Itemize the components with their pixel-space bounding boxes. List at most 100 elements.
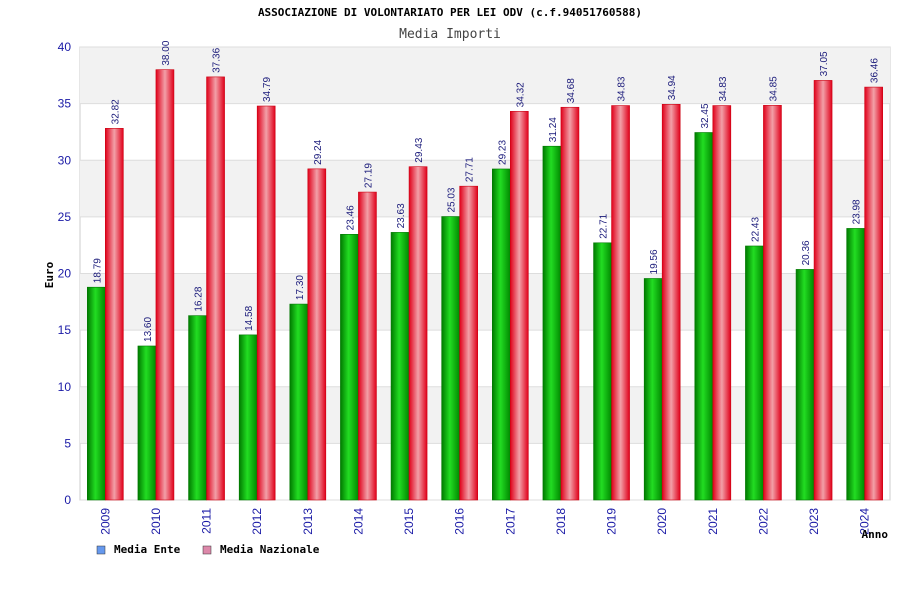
x-tick-label: 2019 [605, 508, 619, 535]
bar-media-ente [745, 245, 764, 501]
data-label: 34.85 [768, 76, 779, 101]
x-tick-label: 2015 [402, 508, 416, 535]
bar-media-nazionale [408, 166, 428, 501]
bar-media-ente [441, 216, 460, 501]
chart-title: ASSOCIAZIONE DI VOLONTARIATO PER LEI ODV… [258, 6, 642, 19]
data-label: 22.43 [750, 217, 761, 242]
x-axis-label: Anno [862, 528, 889, 541]
bar-media-nazionale [712, 105, 732, 501]
x-tick-label: 2010 [149, 508, 163, 535]
bar-media-ente [289, 303, 309, 501]
bar-media-nazionale [358, 191, 377, 501]
x-tick-label: 2012 [250, 508, 264, 535]
data-label: 34.94 [667, 75, 678, 100]
data-label: 13.60 [143, 317, 154, 342]
bar-media-nazionale [206, 76, 225, 501]
data-label: 34.83 [617, 76, 628, 101]
bar-media-nazionale [611, 105, 630, 501]
y-tick-label: 20 [58, 267, 72, 281]
data-label: 32.82 [110, 99, 121, 124]
legend-swatch-media-nazionale [202, 545, 212, 555]
x-tick-label: 2016 [453, 508, 467, 535]
x-axis: 2009 2010 2011 2012 2013 2014 2015 2016 2017 2018… [98, 508, 871, 535]
data-label: 34.32 [515, 82, 526, 107]
bar-media-nazionale [256, 105, 276, 501]
data-label: 29.43 [414, 137, 425, 162]
data-label: 29.23 [497, 140, 508, 165]
y-tick-label: 40 [58, 40, 72, 54]
data-label: 31.24 [548, 117, 559, 142]
bar-media-nazionale [105, 128, 124, 501]
y-axis: 0 5 10 15 20 25 30 35 40 [58, 40, 72, 507]
data-label: 32.45 [700, 103, 711, 128]
bar-media-ente [87, 286, 106, 501]
bar-media-nazionale [560, 106, 580, 501]
bar-media-ente [340, 234, 359, 501]
x-tick-label: 2022 [756, 508, 770, 535]
bar-media-ente [492, 168, 511, 501]
bar-media-nazionale [459, 185, 478, 501]
data-label: 34.68 [566, 78, 577, 103]
bar-media-ente [846, 228, 865, 501]
bar-media-nazionale [155, 69, 175, 501]
bar-media-ente [593, 242, 612, 501]
data-label: 18.79 [92, 258, 103, 283]
data-labels: 18.79 32.82 13.60 38.00 16.28 37.36 14.58 34.79… [92, 40, 880, 342]
y-tick-label: 5 [64, 436, 71, 450]
data-label: 23.98 [852, 199, 863, 224]
bar-media-nazionale [864, 86, 883, 501]
bar-media-ente [390, 232, 410, 501]
bar-media-ente [643, 278, 663, 501]
x-tick-label: 2009 [98, 508, 112, 535]
data-label: 17.30 [295, 275, 306, 300]
data-label: 37.36 [212, 47, 223, 72]
x-tick-label: 2014 [351, 508, 365, 535]
y-tick-label: 30 [58, 153, 72, 167]
bar-media-nazionale [763, 105, 782, 501]
legend: Media Ente Media Nazionale [96, 543, 320, 556]
data-label: 23.63 [396, 203, 407, 228]
data-label: 34.83 [718, 76, 729, 101]
x-tick-label: 2011 [200, 508, 214, 534]
bar-media-nazionale [661, 104, 681, 501]
chart-subtitle: Media Importi [399, 27, 501, 42]
data-label: 38.00 [161, 40, 172, 65]
legend-swatch-media-ente [96, 545, 106, 555]
x-tick-label: 2020 [655, 508, 669, 535]
bar-media-nazionale [813, 80, 833, 501]
data-label: 27.19 [363, 163, 374, 188]
bar-media-ente [694, 132, 714, 501]
y-tick-label: 35 [58, 97, 72, 111]
data-label: 27.71 [465, 157, 476, 182]
legend-label-media-nazionale: Media Nazionale [220, 543, 320, 556]
data-label: 20.36 [801, 240, 812, 265]
y-axis-label: Euro [43, 261, 56, 288]
bar-media-nazionale [307, 168, 327, 501]
x-tick-label: 2021 [706, 508, 720, 535]
bar-media-ente [542, 145, 562, 501]
data-label: 23.46 [345, 205, 356, 230]
bar-media-ente [137, 345, 157, 501]
legend-label-media-ente: Media Ente [114, 543, 181, 556]
data-label: 37.05 [819, 51, 830, 76]
bar-media-ente [188, 315, 207, 501]
x-tick-label: 2024 [858, 508, 872, 535]
data-label: 29.24 [313, 139, 324, 164]
y-tick-label: 15 [58, 323, 72, 337]
y-tick-label: 25 [58, 210, 72, 224]
bar-series [87, 69, 883, 501]
x-tick-label: 2017 [503, 508, 517, 535]
data-label: 22.71 [599, 213, 610, 238]
x-tick-label: 2023 [807, 508, 821, 535]
x-tick-label: 2013 [301, 508, 315, 535]
data-label: 25.03 [447, 187, 458, 212]
data-label: 34.79 [262, 77, 273, 102]
bar-media-nazionale [510, 111, 529, 501]
bar-media-ente [795, 269, 815, 501]
y-tick-label: 10 [58, 380, 72, 394]
data-label: 16.28 [194, 286, 205, 311]
x-tick-label: 2018 [554, 508, 568, 535]
y-tick-label: 0 [64, 493, 71, 507]
data-label: 19.56 [649, 249, 660, 274]
